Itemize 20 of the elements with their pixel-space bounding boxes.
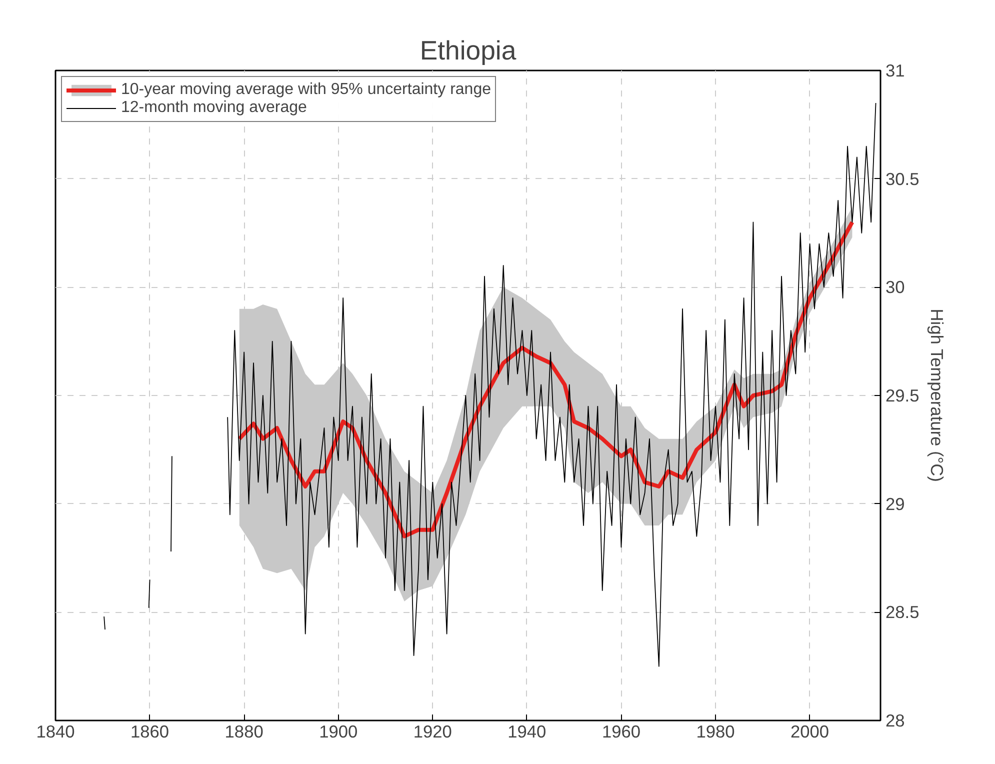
x-tick-label: 1960 xyxy=(602,722,641,742)
x-tick-label: 1880 xyxy=(224,722,264,742)
x-tick-label: 1900 xyxy=(319,722,358,742)
y-tick-label: 29 xyxy=(886,494,905,514)
y-tick-label: 28.5 xyxy=(886,602,920,622)
y-tick-label: 30.5 xyxy=(886,168,920,189)
legend-label: 12-month moving average xyxy=(121,99,307,117)
y-axis-title: High Temperature (°C) xyxy=(927,308,948,482)
chart-title: Ethiopia xyxy=(420,36,516,66)
x-tick-label: 1840 xyxy=(36,722,75,742)
y-tick-label: 30 xyxy=(886,277,905,298)
x-tick-label: 2000 xyxy=(790,722,830,742)
x-tick-label: 1920 xyxy=(413,722,452,742)
y-tick-label: 31 xyxy=(886,60,905,80)
x-tick-label: 1860 xyxy=(130,722,170,742)
y-tick-label: 28 xyxy=(886,710,905,730)
x-tick-label: 1980 xyxy=(696,722,735,742)
legend-label: 10-year moving average with 95% uncertainty range xyxy=(121,81,491,99)
x-tick-label: 1940 xyxy=(508,722,546,742)
y-tick-label: 29.5 xyxy=(886,386,920,406)
